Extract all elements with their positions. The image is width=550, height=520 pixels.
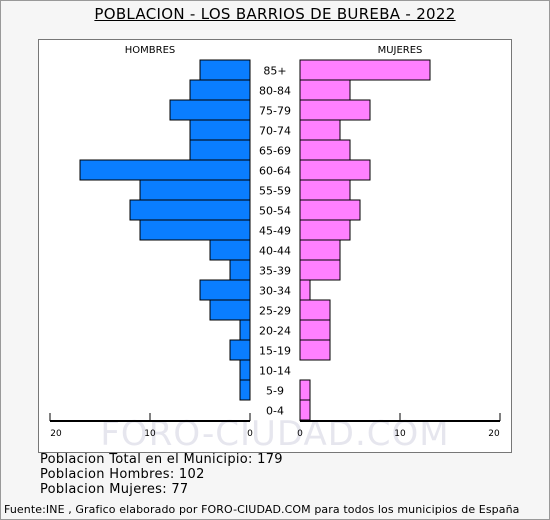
bar-mujeres-30-34 <box>299 279 311 301</box>
bar-hombres-80-84 <box>189 79 251 101</box>
bar-mujeres-20-24 <box>299 319 331 341</box>
bar-mujeres-5-9 <box>299 379 311 401</box>
legend-hombres: HOMBRES <box>125 45 176 56</box>
male-population-label: Poblacion Hombres: 102 <box>40 467 205 482</box>
bar-mujeres-15-19 <box>299 339 331 361</box>
total-population-label: Poblacion Total en el Municipio: 179 <box>40 452 283 467</box>
age-label-10-14: 10-14 <box>259 365 291 378</box>
x-tick-label-0: 20 <box>50 429 62 439</box>
age-label-80-84: 80-84 <box>259 85 291 98</box>
bar-hombres-40-44 <box>209 239 251 261</box>
bar-hombres-65-69 <box>189 139 251 161</box>
x-tick-label-3: 0 <box>297 429 303 439</box>
age-label-35-39: 35-39 <box>259 265 291 278</box>
bar-hombres-85+ <box>199 59 251 81</box>
legend-mujeres: MUJERES <box>378 45 423 56</box>
bar-mujeres-85+ <box>299 59 431 81</box>
age-label-65-69: 65-69 <box>259 145 291 158</box>
age-label-85+: 85+ <box>263 65 286 78</box>
x-tick-label-1: 10 <box>144 429 156 439</box>
age-label-75-79: 75-79 <box>259 105 291 118</box>
bar-mujeres-55-59 <box>299 179 351 201</box>
bar-mujeres-50-54 <box>299 199 361 221</box>
bar-hombres-10-14 <box>239 359 251 381</box>
bar-mujeres-35-39 <box>299 259 341 281</box>
age-label-5-9: 5-9 <box>266 385 284 398</box>
age-label-40-44: 40-44 <box>259 245 291 258</box>
x-tick-label-5: 20 <box>488 429 500 439</box>
age-label-70-74: 70-74 <box>259 125 291 138</box>
bar-mujeres-65-69 <box>299 139 351 161</box>
age-label-60-64: 60-64 <box>259 165 291 178</box>
bar-hombres-30-34 <box>199 279 251 301</box>
source-footer: Fuente:INE , Grafico elaborado por FORO-… <box>4 503 520 516</box>
population-pyramid: HOMBRES MUJERES 85+ 80-84 75-79 70-74 65-69 60-… <box>49 45 501 439</box>
age-label-15-19: 15-19 <box>259 345 291 358</box>
bar-hombres-55-59 <box>139 179 251 201</box>
bar-mujeres-75-79 <box>299 99 371 121</box>
age-label-0-4: 0-4 <box>266 405 284 418</box>
bar-hombres-75-79 <box>169 99 251 121</box>
bar-mujeres-40-44 <box>299 239 341 261</box>
female-population-label: Poblacion Mujeres: 77 <box>40 482 189 497</box>
bar-hombres-60-64 <box>79 159 251 181</box>
x-tick-label-4: 10 <box>394 429 406 439</box>
plot-panel <box>38 39 512 453</box>
bar-hombres-45-49 <box>139 219 251 241</box>
bar-hombres-15-19 <box>229 339 251 361</box>
bar-mujeres-45-49 <box>299 219 351 241</box>
bar-mujeres-60-64 <box>299 159 371 181</box>
chart-title: POBLACION - LOS BARRIOS DE BUREBA - 2022 <box>94 5 456 23</box>
age-label-50-54: 50-54 <box>259 205 291 218</box>
age-label-45-49: 45-49 <box>259 225 291 238</box>
bar-hombres-20-24 <box>239 319 251 341</box>
age-label-25-29: 25-29 <box>259 305 291 318</box>
age-label-30-34: 30-34 <box>259 285 291 298</box>
bar-hombres-5-9 <box>239 379 251 401</box>
bar-mujeres-25-29 <box>299 299 331 321</box>
x-tick-label-2: 0 <box>247 429 253 439</box>
bar-mujeres-70-74 <box>299 119 341 141</box>
bar-hombres-50-54 <box>129 199 251 221</box>
bar-mujeres-80-84 <box>299 79 351 101</box>
age-label-20-24: 20-24 <box>259 325 291 338</box>
age-label-55-59: 55-59 <box>259 185 291 198</box>
bar-mujeres-0-4 <box>299 399 311 421</box>
bar-hombres-25-29 <box>209 299 251 321</box>
bar-hombres-70-74 <box>189 119 251 141</box>
bar-hombres-35-39 <box>229 259 251 281</box>
